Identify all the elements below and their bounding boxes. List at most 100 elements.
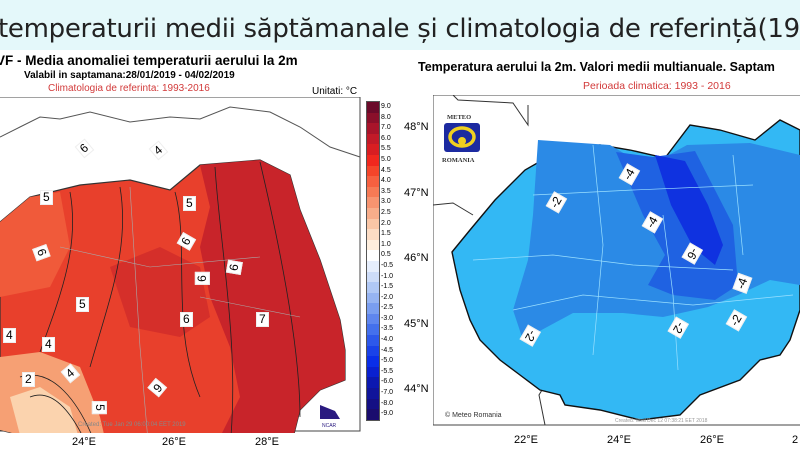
contour-label: 2	[22, 372, 35, 387]
contour-label: 6	[225, 259, 243, 276]
contour-label: 4	[3, 328, 16, 343]
colorbar-swatch	[367, 239, 379, 251]
border-line	[452, 95, 529, 127]
warm-anomaly-east	[200, 160, 345, 433]
cooler-anomaly-northwest	[0, 192, 70, 297]
contour-label: 5	[91, 401, 107, 414]
colorbar-swatch	[367, 102, 379, 113]
colorbar-swatch	[367, 260, 379, 272]
colorbar-label: -4.5	[381, 346, 394, 354]
anomaly-map-panel: VF - Media anomaliei temperaturii aerulu…	[0, 50, 410, 450]
colorbar-labels: 9.0 8.0 7.0 6.0 5.5 5.0 4.5 4.0 3.5 3.0 2.5 2.0 1.5 1…	[381, 102, 393, 420]
colorbar-label: -2.0	[381, 293, 394, 301]
colorbar-swatch	[367, 133, 379, 145]
anomaly-map-climatology: Climatologia de referinta: 1993-2016	[48, 83, 210, 94]
lon-tick: 26°E	[162, 436, 186, 448]
colorbar-label: 1.5	[381, 230, 391, 238]
coolest-anomaly-southwest	[10, 387, 78, 433]
logo-text-bottom: ROMANIA	[442, 157, 475, 164]
colorbar-swatch	[367, 409, 379, 420]
colorbar-label: -1.5	[381, 283, 394, 291]
colorbar-swatch	[367, 388, 379, 399]
contour-label: 6	[194, 272, 210, 285]
lon-tick: 26°E	[700, 434, 724, 446]
county-borders	[59, 186, 301, 433]
lon-tick: 2	[792, 434, 799, 446]
slide-title: temperaturii medii săptămanale și climat…	[0, 14, 800, 44]
colorbar-label: -3.5	[381, 325, 394, 333]
colorbar-swatch	[367, 197, 379, 208]
anomaly-map-created: Created: Tue Jan 29 06:00:04 EET 2019	[78, 422, 186, 428]
colorbar-label: -5.5	[381, 367, 394, 375]
contour-label: 5	[183, 196, 196, 211]
colorbar-swatch	[367, 229, 379, 240]
colder-zone	[616, 151, 738, 300]
colorbar	[366, 101, 380, 421]
colorbar-label: -2.5	[381, 304, 394, 312]
colorbar-label: -6.0	[381, 378, 394, 386]
colorbar-label: 3.5	[381, 187, 391, 195]
border-line	[433, 202, 474, 216]
colorbar-swatch	[367, 207, 379, 219]
colorbar-swatch	[367, 324, 379, 336]
colorbar-swatch	[367, 292, 379, 304]
colorbar-label: -7.0	[381, 389, 394, 397]
colorbar-label: 9.0	[381, 103, 391, 110]
contour-label: 4	[42, 337, 55, 352]
lon-tick: 22°E	[514, 434, 538, 446]
colorbar-label: -9.0	[381, 410, 394, 418]
contour-label: 6	[180, 312, 193, 327]
colorbar-label: 2.0	[381, 219, 391, 227]
colorbar-swatch	[367, 345, 379, 357]
coldest-zone	[655, 155, 723, 265]
colorbar-swatch	[367, 366, 379, 378]
colorbar-label: -5.0	[381, 357, 394, 365]
colorbar-label: 5.0	[381, 155, 391, 163]
anomaly-map-units: Unitati: °C	[312, 86, 358, 97]
anomaly-map: Created: Tue Jan 29 06:00:04 EET 2019 NC…	[0, 97, 361, 433]
colorbar-swatch	[367, 144, 379, 155]
colorbar-swatch	[367, 218, 379, 230]
colorbar-label: 0.5	[381, 251, 391, 259]
ncar-logo-text: NCAR	[322, 423, 337, 429]
colorbar-swatch	[367, 154, 379, 166]
contour-label: 5	[76, 297, 89, 312]
colorbar-swatch	[367, 303, 379, 314]
copyright-text: © Meteo Romania	[445, 411, 502, 419]
lat-tick: 45°N	[404, 318, 429, 330]
logo-text-top: METEO	[447, 114, 471, 121]
lon-tick: 28°E	[255, 436, 279, 448]
colorbar-swatch	[367, 186, 379, 198]
lon-tick: 24°E	[72, 436, 96, 448]
climatology-map-created: Created: Wed Dec 12 07:38:21 EET 2018	[615, 418, 708, 424]
lat-tick: 48°N	[404, 121, 429, 133]
anomaly-map-title: VF - Media anomaliei temperaturii aerulu…	[0, 53, 298, 68]
colorbar-label: -0.5	[381, 261, 394, 269]
colorbar-swatch	[367, 123, 379, 134]
ncar-logo-icon	[320, 405, 340, 419]
colorbar-swatch	[367, 250, 379, 261]
colorbar-label: 8.0	[381, 113, 391, 121]
colorbar-swatch	[367, 335, 379, 346]
colorbar-swatch	[367, 165, 379, 177]
colorbar-label: 2.5	[381, 208, 391, 216]
contour-lines	[19, 161, 301, 433]
colorbar-label: 5.5	[381, 145, 391, 153]
colorbar-label: 7.0	[381, 124, 391, 132]
colorbar-label: -8.0	[381, 399, 394, 407]
contour-label: 7	[256, 312, 269, 327]
colorbar-label: 4.5	[381, 166, 391, 174]
colorbar-label: 6.0	[381, 134, 391, 142]
colorbar-swatch	[367, 282, 379, 293]
colorbar-label: -1.0	[381, 272, 394, 280]
lat-tick: 47°N	[404, 187, 429, 199]
colorbar-swatch	[367, 313, 379, 325]
lon-tick: 24°E	[607, 434, 631, 446]
colorbar-swatch	[367, 377, 379, 389]
colorbar-label: -4.0	[381, 336, 394, 344]
border-line	[0, 106, 361, 158]
colorbar-label: -3.0	[381, 314, 394, 322]
colorbar-label: 4.0	[381, 177, 391, 185]
colorbar-swatch	[367, 271, 379, 283]
colorbar-label: 1.0	[381, 240, 391, 248]
